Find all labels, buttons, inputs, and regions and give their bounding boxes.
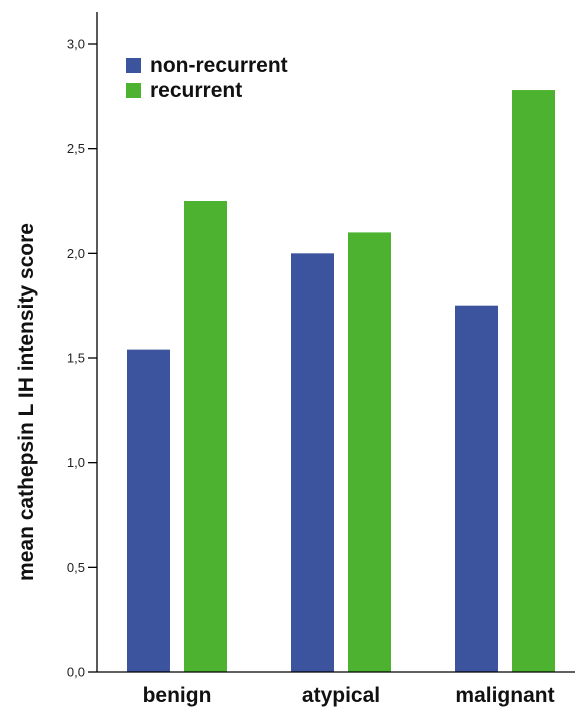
x-category-label: atypical [302, 684, 380, 707]
bar-atypical-recurrent [348, 232, 391, 672]
x-category-label: benign [143, 684, 212, 707]
bar-benign-non-recurrent [127, 349, 170, 672]
y-axis-title: mean cathepsin L IH intensity score [15, 223, 38, 581]
x-axis-categories: benign atypical malignant [143, 684, 555, 707]
bar-malignant-recurrent [512, 90, 555, 672]
y-axis-ticks: 0,0 0,5 1,0 1,5 2,0 2,5 3,0 [67, 37, 97, 680]
bar-malignant-non-recurrent [455, 305, 498, 672]
bars [127, 90, 555, 673]
legend-label: non-recurrent [150, 54, 288, 77]
y-tick-label: 0,5 [67, 560, 85, 575]
bar-atypical-non-recurrent [291, 253, 334, 673]
y-tick-label: 3,0 [67, 37, 85, 52]
legend-label: recurrent [150, 79, 242, 102]
x-category-label: malignant [455, 684, 554, 707]
y-tick-label: 1,0 [67, 455, 85, 470]
y-tick-label: 2,0 [67, 246, 85, 261]
legend-swatch [126, 83, 141, 98]
bar-benign-recurrent [184, 201, 227, 672]
legend-swatch [126, 58, 141, 73]
y-tick-label: 2,5 [67, 141, 85, 156]
y-tick-label: 1,5 [67, 351, 85, 366]
y-tick-label: 0,0 [67, 665, 85, 680]
